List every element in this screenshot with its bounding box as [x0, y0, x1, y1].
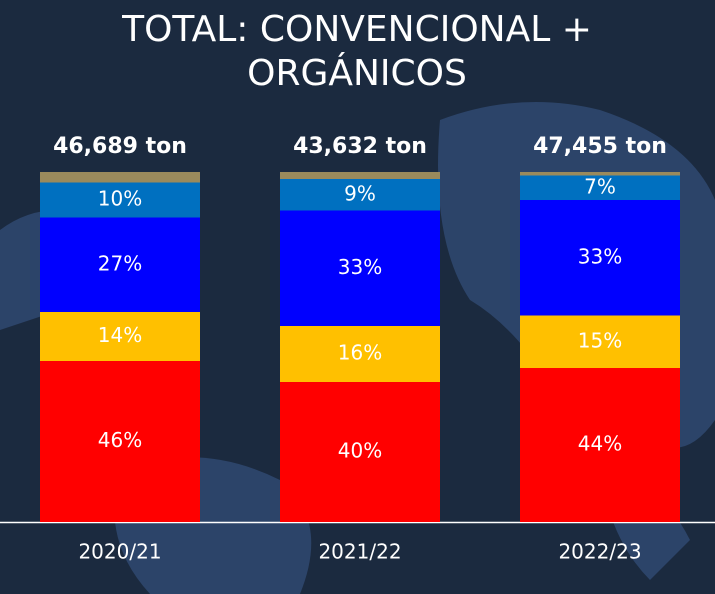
data-label: 16%: [338, 341, 382, 365]
bar-segment: [520, 315, 680, 368]
x-tick-label: 2021/22: [318, 540, 401, 564]
data-label: 44%: [578, 432, 622, 456]
bar-segment: [280, 382, 440, 522]
data-label: 9%: [344, 181, 376, 205]
data-label: 14%: [98, 323, 142, 347]
data-label: 27%: [98, 251, 142, 275]
total-label: 47,455 ton: [533, 134, 667, 159]
bar-segment: [40, 312, 200, 361]
data-label: 15%: [578, 328, 622, 352]
x-tick-label: 2020/21: [78, 540, 161, 564]
chart-title: TOTAL: CONVENCIONAL + ORGÁNICOS: [122, 9, 592, 94]
data-label: 7%: [584, 174, 616, 198]
data-label: 10%: [98, 187, 142, 211]
bar-segment: [520, 175, 680, 200]
data-label: 46%: [98, 428, 142, 452]
data-label: 33%: [578, 244, 622, 268]
bar-segment: [280, 172, 440, 179]
data-label: 40%: [338, 439, 382, 463]
bar-segment: [40, 361, 200, 522]
data-label: 33%: [338, 255, 382, 279]
bar-segment: [520, 368, 680, 522]
bar-segment: [40, 172, 200, 183]
bar-segment: [40, 217, 200, 312]
bar-segment: [520, 200, 680, 316]
total-label: 46,689 ton: [53, 134, 187, 159]
bar-segment: [40, 182, 200, 218]
bar-segment: [280, 179, 440, 211]
bar-segment: [280, 210, 440, 326]
total-label: 43,632 ton: [293, 134, 427, 159]
bar-segment: [520, 172, 680, 176]
bar-segment: [280, 326, 440, 382]
x-tick-label: 2022/23: [558, 540, 641, 564]
